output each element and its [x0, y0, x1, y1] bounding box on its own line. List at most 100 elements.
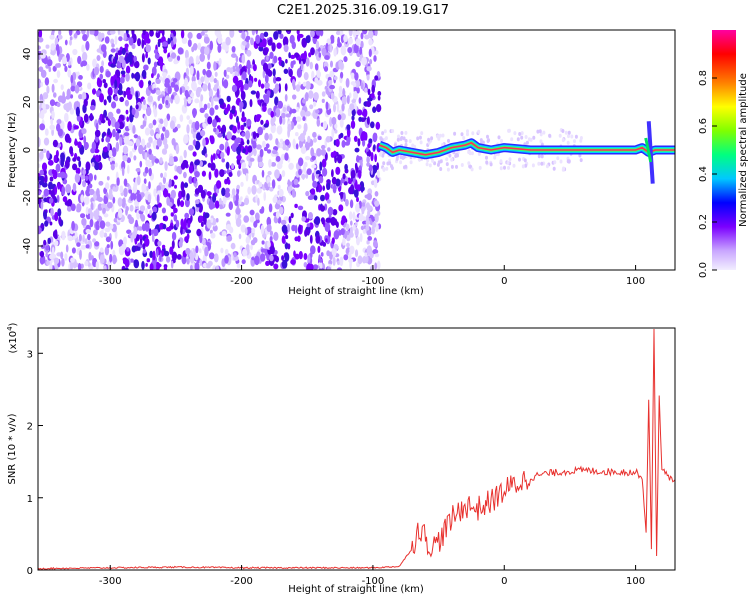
noise-speck — [118, 121, 125, 130]
noise-speck — [138, 144, 144, 155]
noise-speck — [54, 198, 58, 204]
noise-speck — [44, 77, 50, 86]
noise-speck — [275, 155, 281, 162]
noise-speck — [57, 208, 62, 217]
noise-speck — [305, 190, 310, 197]
noise-speck — [144, 166, 149, 174]
noise-speck — [246, 59, 251, 69]
noise-speck — [246, 226, 252, 234]
noise-speck — [222, 131, 226, 139]
noise-speck — [153, 61, 158, 68]
noise-speck — [183, 171, 187, 179]
noise-speck — [53, 257, 60, 265]
noise-speck — [267, 69, 273, 77]
noise-speck — [235, 81, 242, 87]
carrier-halo-speck — [437, 160, 441, 165]
noise-speck — [225, 161, 230, 170]
noise-speck — [194, 98, 200, 104]
noise-speck — [90, 202, 94, 211]
carrier-halo-speck — [431, 158, 435, 163]
spec-x-tick-label: -200 — [230, 276, 253, 287]
noise-speck — [367, 97, 373, 102]
noise-speck — [178, 240, 183, 248]
noise-speck — [209, 40, 214, 51]
noise-speck — [259, 32, 265, 40]
noise-speck — [38, 176, 44, 181]
noise-speck — [270, 110, 275, 118]
noise-speck — [156, 185, 162, 192]
carrier-halo-speck — [436, 134, 440, 139]
noise-speck — [96, 55, 101, 61]
noise-speck — [368, 38, 373, 46]
noise-speck — [345, 78, 350, 88]
noise-speck — [56, 119, 62, 125]
noise-speck — [207, 162, 212, 168]
noise-speck — [241, 162, 247, 169]
noise-speck — [165, 99, 169, 106]
noise-speck — [219, 143, 225, 151]
noise-speck — [346, 124, 351, 131]
noise-speck — [337, 260, 340, 266]
noise-speck — [225, 224, 232, 230]
noise-speck — [295, 132, 299, 137]
noise-speck — [333, 103, 336, 113]
noise-speck — [38, 55, 41, 60]
noise-speck — [280, 219, 287, 225]
noise-speck — [49, 99, 56, 107]
noise-speck — [326, 250, 331, 257]
noise-speck — [123, 91, 126, 98]
noise-speck — [250, 239, 256, 246]
noise-speck — [255, 219, 260, 224]
noise-speck — [374, 253, 380, 258]
noise-speck — [47, 159, 54, 166]
noise-speck — [234, 200, 239, 206]
noise-speck — [171, 240, 175, 249]
noise-speck — [148, 167, 152, 177]
noise-speck — [114, 121, 120, 130]
noise-speck — [245, 172, 249, 182]
carrier-halo-speck — [497, 135, 501, 140]
noise-speck — [194, 199, 200, 205]
noise-speck — [221, 187, 226, 197]
noise-speck — [283, 68, 289, 75]
noise-speck — [335, 166, 341, 175]
noise-speck — [250, 244, 253, 251]
carrier-halo-speck — [428, 163, 432, 168]
noise-speck — [240, 196, 243, 201]
colorbar-gradient — [712, 30, 736, 270]
carrier-halo-speck — [561, 138, 565, 143]
noise-speck — [152, 250, 156, 261]
noise-speck — [200, 76, 205, 83]
noise-speck — [170, 40, 174, 48]
noise-speck — [99, 65, 104, 74]
noise-speck — [40, 81, 44, 88]
noise-speck — [210, 232, 216, 239]
noise-speck — [42, 92, 49, 100]
noise-speck — [128, 123, 134, 130]
carrier-halo-speck — [390, 166, 394, 171]
noise-speck — [321, 144, 326, 150]
noise-speck — [73, 32, 78, 39]
noise-speck — [133, 182, 138, 188]
noise-speck — [206, 61, 211, 70]
noise-speck — [265, 260, 270, 266]
noise-speck — [180, 30, 185, 39]
noise-speck — [99, 247, 104, 253]
noise-speck — [255, 34, 261, 44]
noise-speck — [231, 188, 236, 196]
noise-speck — [285, 113, 291, 118]
noise-speck — [240, 224, 246, 233]
noise-speck — [367, 30, 374, 39]
noise-speck — [325, 101, 329, 111]
noise-speck — [95, 154, 99, 162]
noise-speck — [348, 211, 353, 221]
carrier-halo-speck — [418, 135, 422, 140]
noise-speck — [286, 105, 291, 112]
noise-speck — [330, 60, 333, 68]
carrier-halo-speck — [471, 131, 475, 136]
noise-speck — [231, 46, 236, 53]
noise-speck — [38, 225, 42, 235]
noise-speck — [296, 30, 300, 35]
carrier-halo-speck — [566, 140, 570, 145]
noise-speck — [141, 53, 145, 63]
